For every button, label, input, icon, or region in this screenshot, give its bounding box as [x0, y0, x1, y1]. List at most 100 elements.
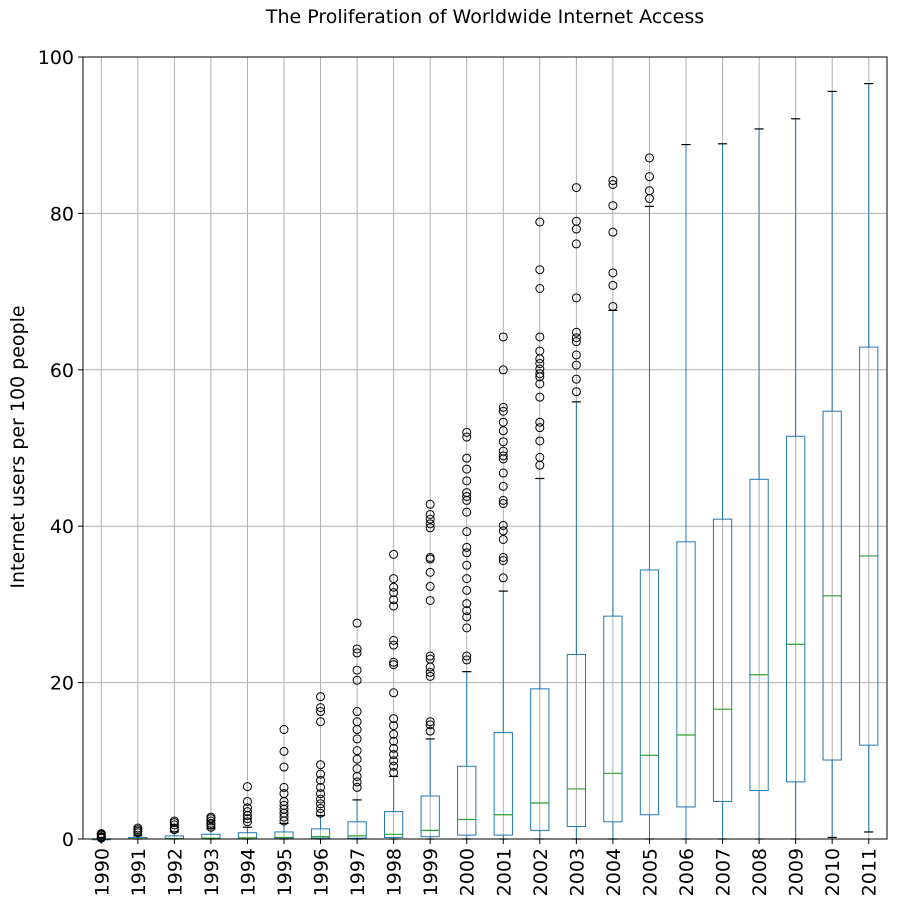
grid-lines: [83, 56, 887, 840]
x-tick-label: 2001: [493, 848, 515, 896]
outlier-point: [571, 239, 581, 249]
iqr-box: [822, 410, 842, 761]
outlier-point: [498, 437, 508, 447]
box-2006: [676, 143, 696, 840]
iqr-box: [639, 569, 660, 816]
box-1993: [201, 812, 221, 840]
x-tick-label: 2006: [676, 848, 698, 896]
outlier-point: [462, 623, 472, 633]
outlier-point: [206, 816, 216, 826]
outlier-point: [535, 423, 545, 433]
outlier-point: [535, 436, 545, 446]
outlier-point: [425, 581, 435, 591]
outlier-point: [389, 574, 399, 584]
x-tick-label: 2000: [457, 848, 479, 896]
outlier-point: [498, 365, 508, 375]
outlier-point: [242, 796, 252, 806]
outlier-point: [389, 549, 399, 559]
outlier-point: [316, 760, 326, 770]
y-tick-label: 0: [62, 829, 74, 851]
outlier-point: [279, 789, 289, 799]
box-2007: [712, 143, 733, 840]
outlier-point: [352, 754, 362, 764]
outlier-point: [425, 717, 435, 727]
iqr-box: [457, 765, 477, 836]
outlier-point: [242, 817, 252, 827]
outlier-point: [352, 665, 362, 675]
box-2009: [786, 118, 806, 840]
outlier-point: [498, 402, 508, 412]
outlier-point: [316, 782, 326, 792]
outlier-point: [535, 417, 545, 427]
x-tick-label: 2003: [566, 848, 588, 896]
chart-title: The Proliferation of Worldwide Internet …: [265, 6, 704, 28]
outlier-point: [389, 588, 399, 598]
outlier-point: [498, 526, 508, 536]
outlier-point: [389, 688, 399, 698]
outlier-point: [389, 601, 399, 611]
outlier-point: [169, 816, 179, 826]
outlier-point: [462, 655, 472, 665]
x-tick-label: 2004: [603, 848, 625, 896]
box-1996: [310, 692, 331, 840]
iqr-box: [712, 518, 733, 802]
outlier-point: [316, 703, 326, 713]
outlier-point: [608, 301, 618, 311]
outlier-point: [425, 519, 435, 529]
outlier-point: [389, 768, 399, 778]
outlier-point: [425, 667, 435, 677]
outlier-point: [242, 814, 252, 824]
outlier-point: [535, 452, 545, 462]
outlier-point: [498, 451, 508, 461]
outlier-point: [206, 818, 216, 828]
outlier-point: [535, 217, 545, 227]
outlier-point: [425, 654, 435, 664]
outlier-point: [462, 574, 472, 584]
outlier-point: [498, 417, 508, 427]
outlier-point: [389, 761, 399, 771]
x-tick-label: 1995: [274, 848, 296, 896]
outlier-point: [389, 595, 399, 605]
outlier-point: [644, 172, 654, 182]
outlier-point: [279, 725, 289, 735]
iqr-box: [566, 653, 587, 827]
x-tick-label: 1998: [384, 848, 406, 896]
outlier-point: [279, 762, 289, 772]
outlier-point: [462, 548, 472, 558]
outlier-point: [535, 265, 545, 275]
iqr-box: [676, 541, 696, 808]
plot-frame: [82, 56, 888, 840]
box-2010: [822, 90, 842, 839]
outlier-point: [608, 201, 618, 211]
x-tick-label: 1991: [128, 848, 150, 896]
outlier-point: [425, 552, 435, 562]
outlier-point: [462, 491, 472, 501]
outlier-point: [608, 268, 618, 278]
outlier-point: [352, 644, 362, 654]
outlier-point: [279, 746, 289, 756]
box-2003: [566, 183, 587, 840]
box-2008: [749, 128, 769, 840]
outlier-point: [96, 829, 106, 839]
x-tick-label: 2002: [530, 848, 552, 896]
x-tick-label: 1997: [347, 848, 369, 896]
outlier-point: [498, 520, 508, 530]
outlier-point: [389, 640, 399, 650]
outlier-point: [462, 651, 472, 661]
iqr-box: [347, 821, 367, 839]
outlier-point: [352, 734, 362, 744]
outlier-point: [608, 280, 618, 290]
outlier-point: [352, 777, 362, 787]
outlier-point: [608, 176, 618, 186]
iqr-box: [310, 828, 331, 839]
outlier-point: [462, 527, 472, 537]
x-tick-label: 2008: [749, 848, 771, 896]
outlier-point: [425, 567, 435, 577]
outlier-point: [571, 327, 581, 337]
x-tick-label: 2009: [786, 848, 808, 896]
outlier-point: [352, 764, 362, 774]
outlier-point: [608, 179, 618, 189]
outlier-point: [206, 822, 216, 832]
outlier-point: [462, 599, 472, 609]
y-tick-label: 40: [50, 516, 74, 538]
